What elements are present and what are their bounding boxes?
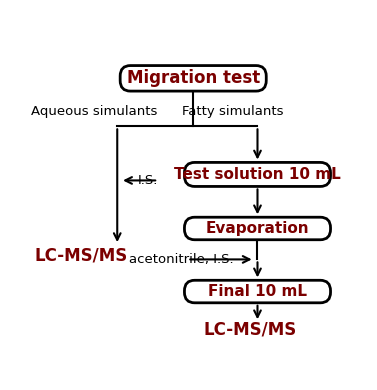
- Text: Final 10 mL: Final 10 mL: [208, 284, 307, 299]
- Text: Evaporation: Evaporation: [206, 221, 309, 236]
- Text: acetonitrile, I.S.: acetonitrile, I.S.: [129, 253, 234, 266]
- FancyBboxPatch shape: [184, 162, 331, 186]
- Text: LC-MS/MS: LC-MS/MS: [34, 246, 127, 264]
- Text: Migration test: Migration test: [127, 69, 260, 87]
- Text: Fatty simulants: Fatty simulants: [182, 105, 284, 118]
- Text: LC-MS/MS: LC-MS/MS: [204, 321, 297, 339]
- Text: Aqueous simulants: Aqueous simulants: [31, 105, 157, 118]
- Text: Test solution 10 mL: Test solution 10 mL: [174, 167, 341, 182]
- FancyBboxPatch shape: [184, 217, 331, 240]
- Text: I.S.: I.S.: [138, 174, 158, 187]
- FancyBboxPatch shape: [120, 66, 266, 91]
- FancyBboxPatch shape: [184, 280, 331, 303]
